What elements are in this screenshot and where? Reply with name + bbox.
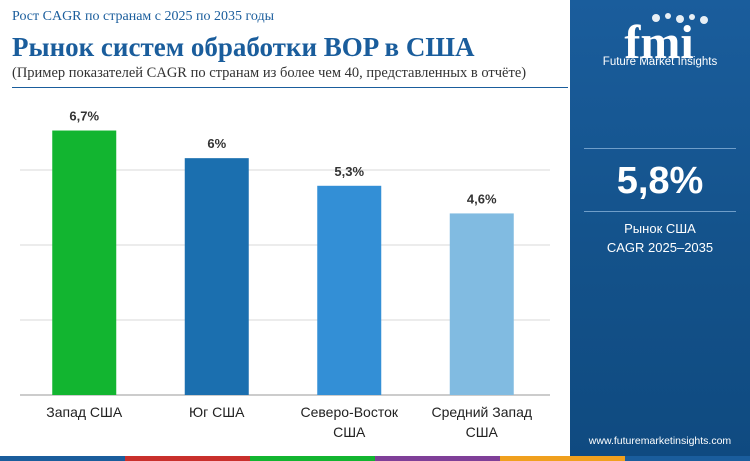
stat-divider xyxy=(584,211,736,212)
chart-panel: Рост CAGR по странам с 2025 по 2035 годы… xyxy=(12,9,568,440)
bar xyxy=(52,130,117,396)
bar-value-label: 4,6% xyxy=(467,191,497,206)
summary-sidebar: fmi Future Market Insights 5,8% Рынок СШ… xyxy=(570,0,750,461)
stripe-segment xyxy=(375,456,500,461)
bottom-color-stripe xyxy=(0,456,750,461)
chart-subtitle: (Пример показателей CAGR по странам из б… xyxy=(12,65,527,81)
chart-supertitle: Рост CAGR по странам с 2025 по 2035 годы xyxy=(12,9,275,24)
x-tick-label: США xyxy=(466,424,499,440)
bar xyxy=(317,185,382,395)
stat-label-market: Рынок США xyxy=(624,221,696,236)
stat-label-cagr: CAGR 2025–2035 xyxy=(606,240,714,255)
bar-chart: 6,7% Запад США 6% Юг США 5,3% Северо-Восток СШ… xyxy=(20,109,550,440)
stripe-segment xyxy=(0,456,125,461)
bar xyxy=(449,213,514,395)
x-tick-label: Запад США xyxy=(46,404,123,420)
x-tick-label: США xyxy=(333,424,366,440)
logo-letters: fmi xyxy=(624,16,693,69)
bar-value-label: 6% xyxy=(207,136,226,151)
bar-value-label: 5,3% xyxy=(334,164,364,179)
stripe-segment xyxy=(625,456,750,461)
fmi-logo: fmi xyxy=(624,13,708,69)
stripe-segment xyxy=(250,456,375,461)
stripe-segment xyxy=(500,456,625,461)
stat-divider-top xyxy=(584,148,736,149)
stat-value: 5,8% xyxy=(616,160,704,202)
x-tick-label: Юг США xyxy=(189,404,245,420)
title-divider xyxy=(12,87,568,88)
bar-value-label: 6,7% xyxy=(69,109,99,124)
stat-label: Рынок США CAGR 2025–2035 xyxy=(570,219,750,257)
website-link[interactable]: www.futuremarketinsights.com xyxy=(588,435,732,447)
bar xyxy=(184,158,249,395)
stripe-segment xyxy=(125,456,250,461)
brand-name: Future Market Insights xyxy=(602,56,718,68)
chart-title: Рынок систем обработки BOP в США xyxy=(12,32,475,62)
x-tick-label: Северо-Восток xyxy=(301,404,399,420)
x-tick-label: Средний Запад xyxy=(431,404,532,420)
